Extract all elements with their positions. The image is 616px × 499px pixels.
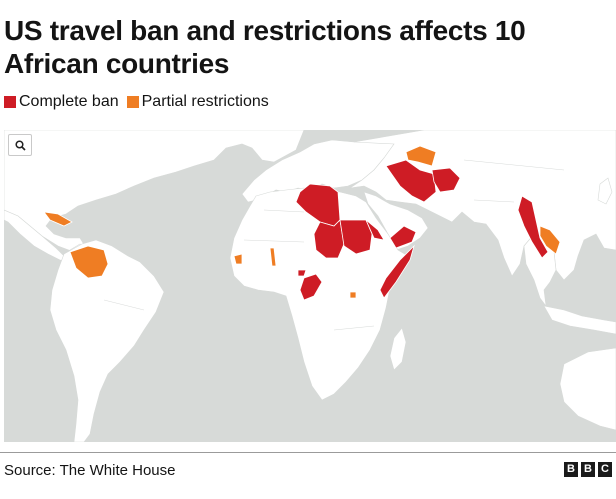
- footer-divider: [0, 452, 616, 453]
- region-chad: [313, 219, 345, 259]
- bbc-logo: B B C: [561, 462, 612, 477]
- region-equatorial-guinea: [297, 269, 307, 277]
- map-search-button[interactable]: [8, 134, 32, 156]
- land-japan: [597, 177, 613, 205]
- world-map[interactable]: [4, 130, 616, 442]
- legend-item-partial-restrictions: Partial restrictions: [126, 93, 269, 111]
- region-sierra-leone: [233, 253, 243, 265]
- source-note: Source: The White House: [4, 462, 176, 479]
- chart-title: US travel ban and restrictions affects 1…: [4, 15, 526, 79]
- world-map-svg: [4, 130, 616, 442]
- legend-swatch-partial-restrictions: [126, 96, 139, 108]
- region-togo: [269, 247, 277, 267]
- region-yemen: [389, 225, 417, 249]
- region-eritrea: [365, 219, 385, 241]
- bbc-logo-letter-1: B: [564, 462, 578, 477]
- bbc-logo-letter-3: C: [598, 462, 612, 477]
- legend-label-complete-ban: Complete ban: [19, 93, 119, 110]
- land-south-america: [49, 239, 165, 442]
- legend-item-complete-ban: Complete ban: [4, 93, 119, 111]
- region-myanmar: [517, 195, 549, 259]
- region-venezuela: [69, 245, 109, 279]
- land-north-america: [4, 130, 305, 253]
- land-madagascar: [389, 327, 407, 371]
- region-congo: [299, 273, 323, 301]
- land-indonesia: [543, 305, 616, 335]
- legend-swatch-complete-ban: [4, 96, 16, 108]
- region-burundi: [349, 291, 357, 299]
- region-somalia: [379, 244, 415, 299]
- region-iran: [385, 159, 437, 203]
- land-australia: [559, 347, 616, 431]
- region-turkmenistan: [405, 145, 437, 167]
- magnifier-icon: [14, 139, 26, 151]
- legend: Complete ban Partial restrictions: [4, 93, 277, 111]
- region-afghanistan: [431, 167, 461, 193]
- border-lines: [103, 159, 565, 331]
- bbc-logo-letter-2: B: [581, 462, 595, 477]
- region-cuba: [43, 211, 73, 227]
- region-laos: [539, 225, 561, 255]
- legend-label-partial-restrictions: Partial restrictions: [141, 93, 269, 110]
